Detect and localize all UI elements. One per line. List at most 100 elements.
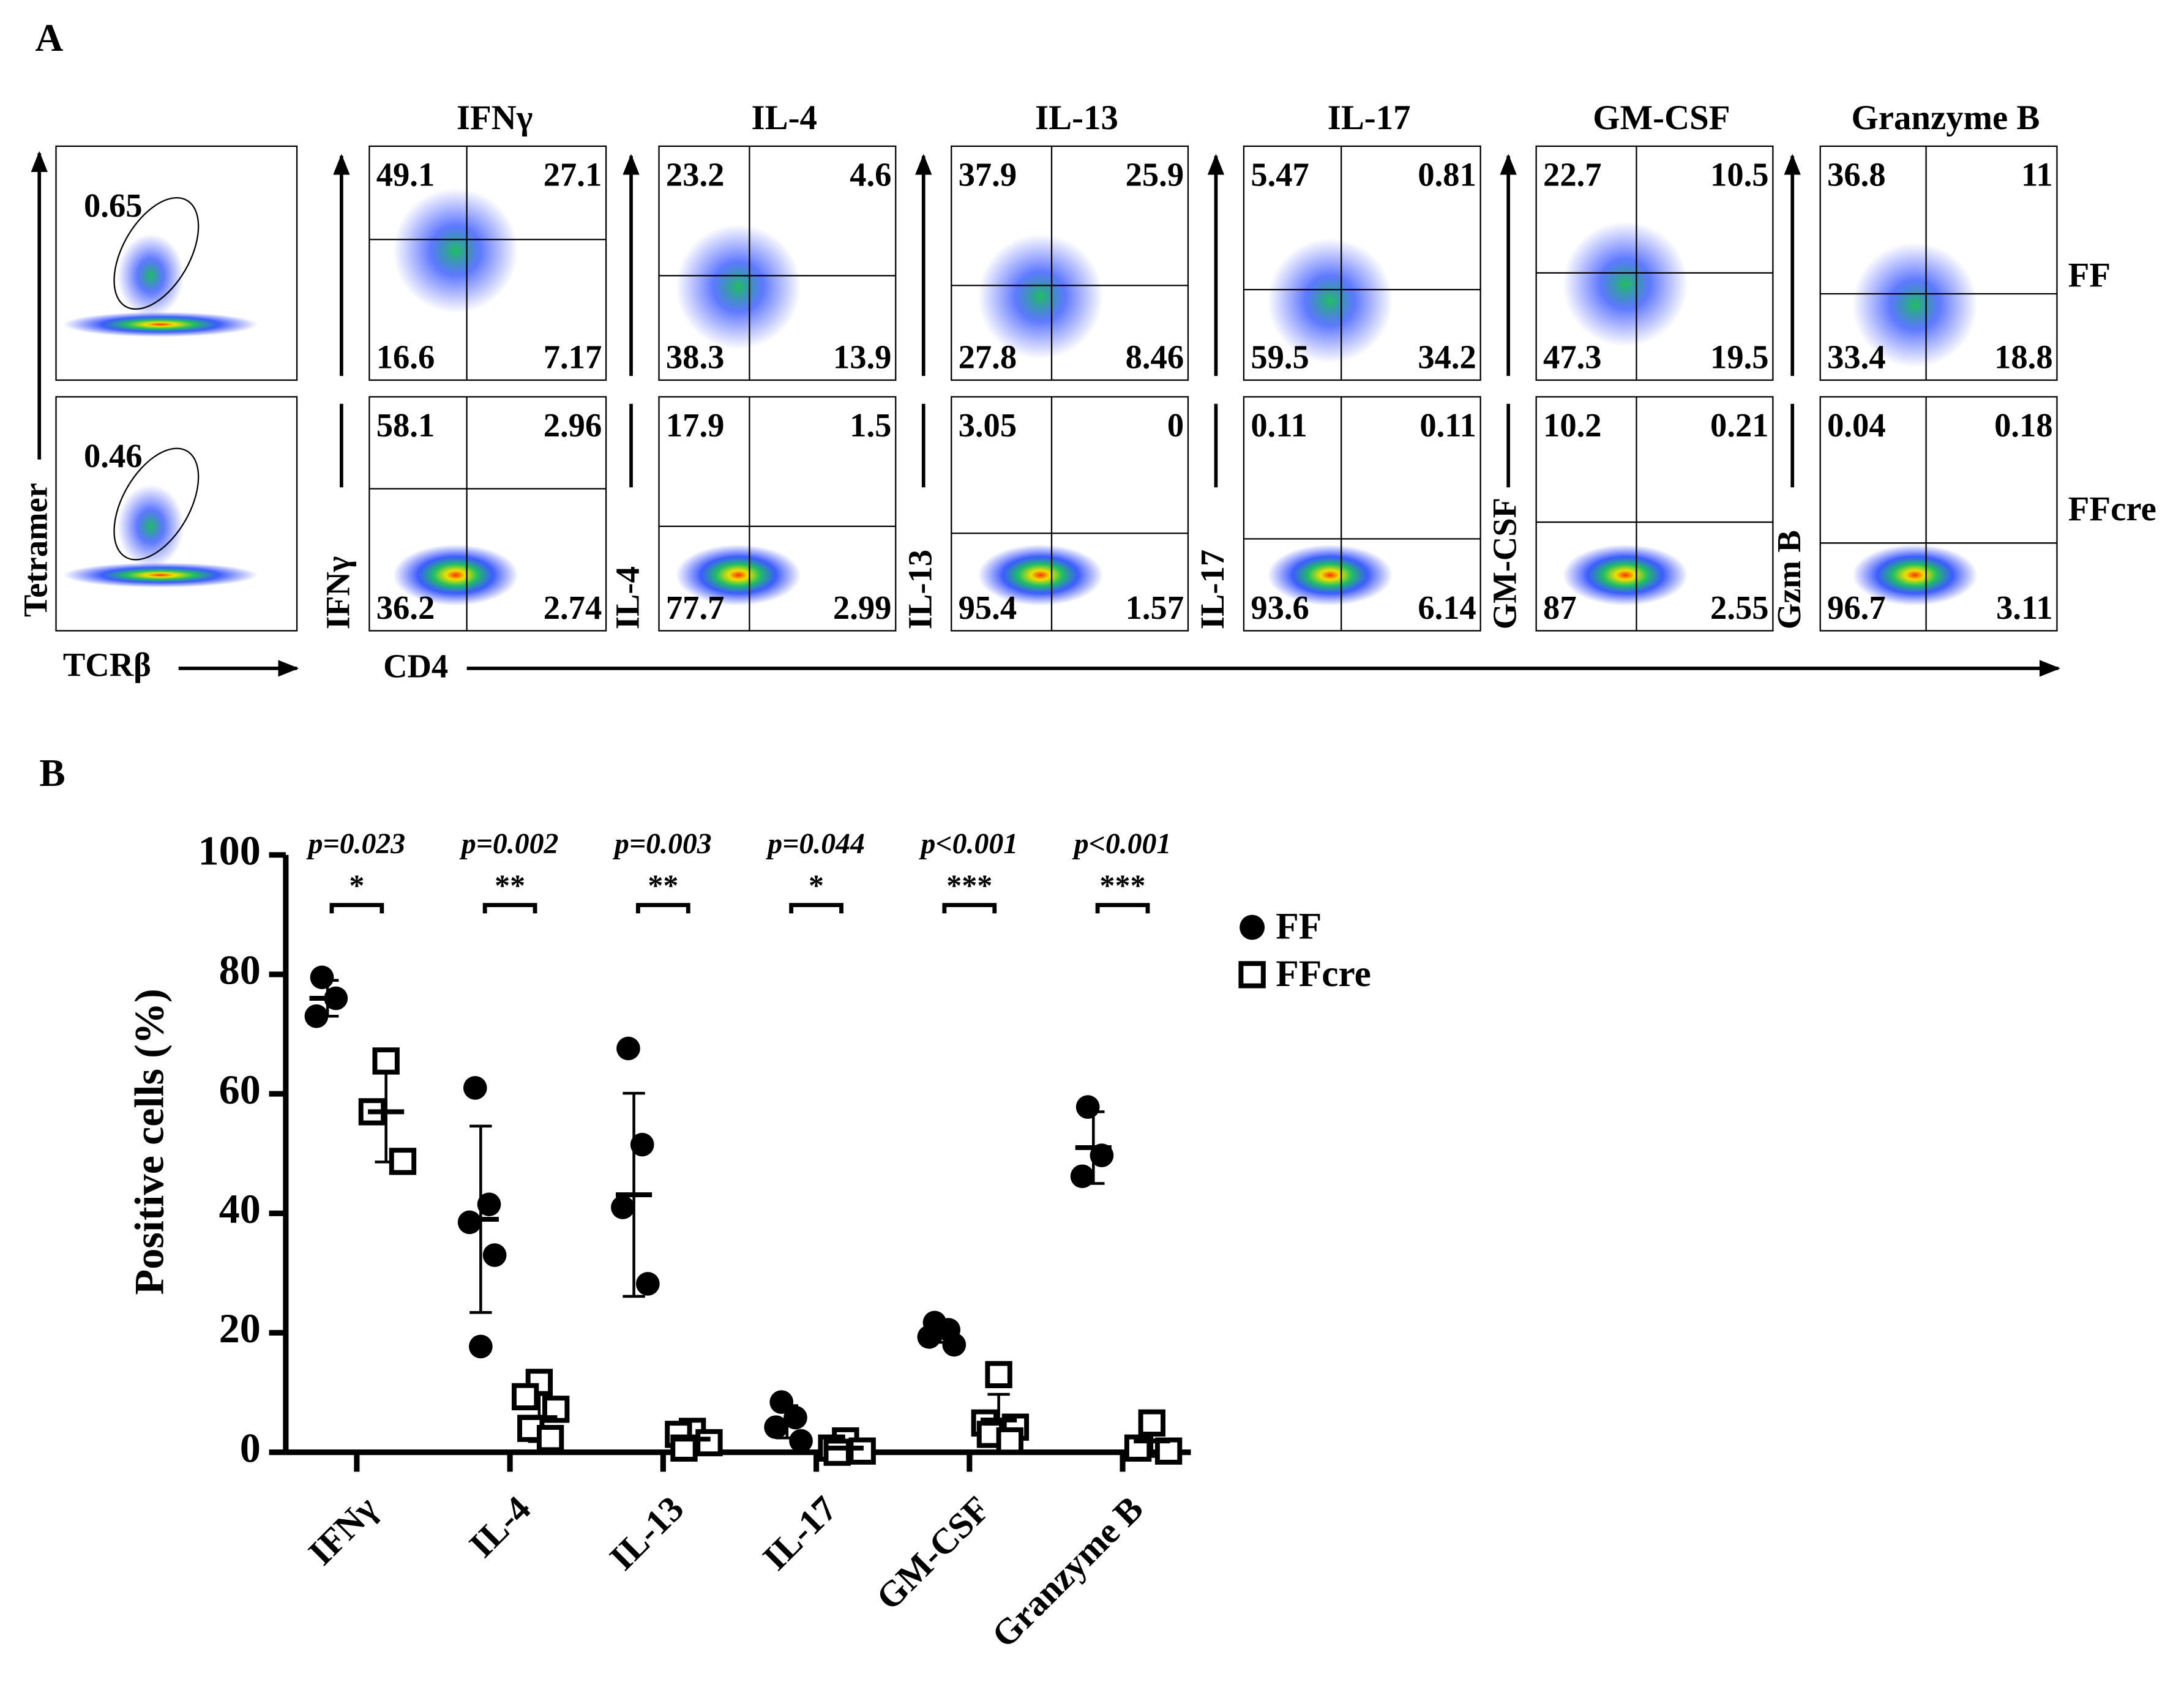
quadrant-value: 2.96 (544, 406, 602, 444)
quadrant-value: 36.2 (376, 589, 435, 626)
p-value: p=0.003 (612, 828, 712, 860)
quadrant-value: 93.6 (1251, 589, 1309, 626)
axis-label: Tetramer (17, 483, 54, 617)
density (1562, 221, 1688, 347)
data-point (764, 1415, 788, 1440)
row-label: FF (2068, 256, 2111, 294)
data-point (996, 1427, 1023, 1455)
quadrant-value: 96.7 (1827, 589, 1886, 626)
density (62, 563, 258, 588)
y-tick-label: 100 (198, 827, 261, 873)
bracket (635, 903, 690, 914)
quadrant-value: 6.14 (1418, 589, 1476, 626)
quadrant-value: 0.11 (1251, 406, 1307, 444)
panel-title: IFNγ (457, 99, 533, 137)
density (675, 544, 801, 606)
quadrant-value: 0.11 (1419, 406, 1476, 444)
quadrant-value: 10.5 (1710, 156, 1769, 193)
data-point (695, 1429, 723, 1457)
quadrant-value: 11 (2021, 156, 2053, 193)
legend-label: FF (1276, 906, 1322, 948)
data-point (463, 1076, 487, 1100)
data-point (985, 1361, 1012, 1388)
density (978, 544, 1104, 606)
gate-value: 0.65 (84, 187, 143, 224)
panel-title: GM-CSF (1593, 99, 1730, 137)
p-value: p=0.044 (765, 828, 865, 860)
quadrant-value: 3.05 (959, 406, 1017, 444)
quadrant-value: 59.5 (1251, 338, 1309, 376)
quadrant-value: 1.57 (1126, 589, 1184, 626)
quadrant-value: 27.1 (544, 156, 602, 193)
quadrant-value: 8.46 (1126, 338, 1184, 376)
p-value: p<0.001 (919, 828, 1019, 860)
data-point (1075, 1095, 1100, 1119)
quadrant-value: 37.9 (959, 156, 1017, 193)
quadrant-value: 58.1 (376, 406, 435, 444)
data-point (616, 1036, 640, 1061)
quadrant-value: 77.7 (666, 589, 725, 626)
axis-label: IL-13 (901, 550, 938, 629)
data-point (1138, 1409, 1165, 1437)
p-value: p=0.023 (306, 828, 406, 860)
density (1267, 544, 1393, 606)
data-point (769, 1390, 794, 1415)
quadrant-value: 25.9 (1126, 156, 1184, 193)
density (393, 188, 518, 313)
y-tick-label: 0 (240, 1424, 261, 1471)
quadrant-value: 23.2 (666, 156, 725, 193)
x-tick-label: Granzyme B (984, 1488, 1151, 1655)
legend-marker (1238, 961, 1266, 989)
quadrant-value: 2.55 (1710, 589, 1769, 626)
row-label: FFcre (2068, 490, 2156, 528)
data-point (635, 1272, 660, 1296)
axis-label: IFNγ (319, 556, 356, 630)
data-point (477, 1192, 501, 1216)
x-tick-label: IL-13 (602, 1488, 692, 1578)
significance: *** (1100, 868, 1146, 902)
axis-label: IL-17 (1194, 550, 1231, 629)
quadrant-value: 0.18 (1994, 406, 2053, 444)
density (1562, 544, 1688, 606)
quadrant-value: 33.4 (1827, 338, 1886, 376)
quadrant-value: 3.11 (1996, 589, 2053, 626)
density (1267, 237, 1393, 364)
quadrant-value: 34.2 (1418, 338, 1476, 376)
panel-title: IL-4 (752, 99, 817, 137)
data-point (789, 1429, 813, 1453)
significance: ** (648, 868, 678, 902)
bracket (482, 903, 537, 914)
quadrant-value: 17.9 (666, 406, 725, 444)
x-tick-label: IL-4 (462, 1488, 539, 1565)
quadrant-value: 18.8 (1994, 338, 2053, 376)
data-point (511, 1383, 539, 1411)
legend-label: FFcre (1276, 953, 1371, 995)
density (675, 224, 801, 349)
quadrant-value: 87 (1543, 589, 1577, 626)
gate (113, 197, 200, 310)
data-point (630, 1132, 654, 1157)
y-tick-label: 20 (219, 1305, 261, 1351)
axis-label: Gzm B (1770, 530, 1808, 629)
density (117, 234, 184, 318)
quadrant-value: 22.7 (1543, 156, 1602, 193)
data-point (611, 1195, 635, 1219)
data-point (372, 1047, 400, 1075)
quadrant-value: 0.21 (1710, 406, 1769, 444)
data-point (823, 1438, 851, 1466)
data-point (536, 1425, 564, 1452)
quadrant-value: 19.5 (1710, 338, 1769, 376)
data-point (469, 1334, 493, 1359)
quadrant-value: 10.2 (1543, 406, 1602, 444)
significance: *** (946, 868, 992, 902)
data-point (482, 1243, 507, 1267)
legend-marker (1240, 914, 1265, 940)
quadrant-value: 0 (1167, 406, 1184, 444)
data-point (917, 1325, 941, 1349)
panel-label: A (35, 16, 63, 59)
quadrant-value: 4.6 (850, 156, 891, 193)
gate (113, 447, 200, 561)
quadrant-value: 27.8 (959, 338, 1017, 376)
